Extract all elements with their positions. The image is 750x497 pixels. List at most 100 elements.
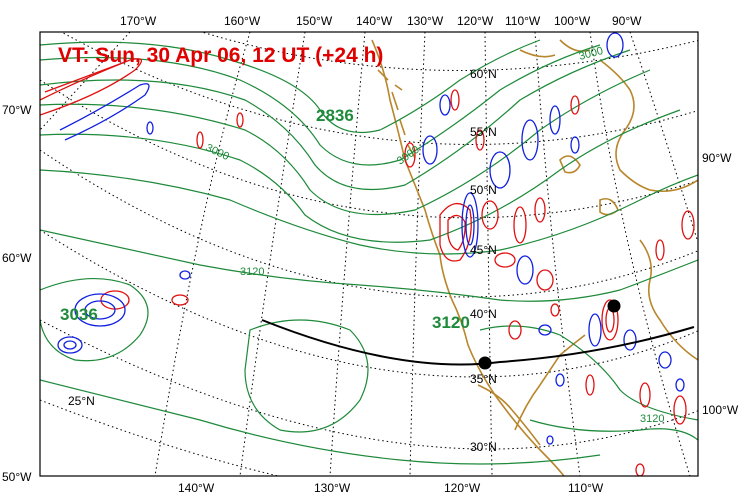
latitude-line — [40, 319, 698, 450]
height-contour — [40, 229, 698, 302]
longitude-labels-bottom: 140°W 130°W 120°W 110°W — [178, 481, 604, 495]
negative-contour — [623, 329, 637, 351]
meridian-line — [329, 32, 366, 476]
negative-contour — [439, 94, 451, 116]
negative-contour — [516, 255, 534, 285]
edge-label-right-100w: 100°W — [702, 403, 739, 417]
contour-label-3000: 3000 — [204, 142, 231, 163]
lon-label-top-160w: 160°W — [224, 14, 261, 28]
positive-contour — [639, 382, 651, 408]
coastline-baja — [477, 384, 541, 446]
positive-contour — [439, 203, 472, 262]
positive-contour — [513, 206, 527, 244]
height-labels: 2836 3036 3120 3000 3000 3000 3120 3120 — [60, 45, 664, 425]
positive-contour — [570, 95, 580, 115]
height-contour — [40, 109, 681, 243]
positive-contour — [475, 129, 485, 151]
height-contour — [40, 278, 149, 362]
coastline-hudson — [599, 59, 698, 193]
positive-contour — [508, 320, 522, 340]
negative-contour — [179, 270, 191, 280]
meridian-line — [154, 32, 251, 476]
positive-contour — [681, 210, 695, 240]
negative-contour — [675, 378, 685, 392]
latitude-line — [40, 149, 698, 298]
contour-label-3120: 3120 — [640, 413, 664, 425]
negative-contour — [465, 204, 475, 246]
positive-contour — [450, 89, 460, 111]
meridian-line — [534, 32, 581, 476]
meridian-line — [409, 32, 426, 476]
negative-contour — [461, 192, 479, 258]
edge-labels: 70°W 60°W 50°W 90°W 100°W — [2, 103, 739, 484]
positive-contour — [673, 395, 687, 425]
positive-contour — [44, 61, 126, 93]
negative-contour — [588, 313, 602, 347]
coastline-west — [371, 39, 566, 476]
positive-contours — [40, 58, 695, 476]
cross-section-point-east — [607, 299, 621, 313]
height-contour — [40, 39, 541, 134]
lat-label-30n: 30°N — [470, 440, 497, 454]
lat-label-45n: 45°N — [470, 243, 497, 257]
meridian-line — [589, 32, 691, 476]
lon-label-bottom-120w: 120°W — [444, 481, 481, 495]
coastline-gulf — [514, 334, 586, 431]
positive-contour — [196, 131, 204, 149]
edge-label-left-60w: 60°W — [2, 251, 32, 265]
positive-contour — [171, 294, 189, 306]
negative-contour — [521, 119, 539, 161]
positive-contour — [655, 239, 665, 261]
lon-label-bottom-110w: 110°W — [568, 481, 604, 495]
contour-label-3120: 3120 — [240, 266, 264, 278]
height-contour — [244, 319, 369, 433]
meridian-line — [484, 32, 493, 476]
lat-label-40n: 40°N — [470, 307, 497, 321]
positive-contour — [534, 197, 546, 223]
coastline — [371, 39, 698, 476]
lon-label-top-90w: 90°W — [612, 14, 642, 28]
negative-contour — [555, 373, 565, 387]
lat-label-25n: 25°N — [68, 394, 95, 408]
negative-contour — [63, 340, 77, 350]
lon-label-top-110w: 110°W — [505, 14, 541, 28]
positive-contour — [40, 58, 142, 116]
cross-section-line — [261, 319, 695, 366]
negative-contour — [538, 324, 552, 336]
cross-section-point-west — [478, 356, 492, 370]
negative-contour — [549, 105, 561, 135]
negative-contour — [422, 135, 438, 165]
longitude-labels-top: 170°W 160°W 150°W 140°W 130°W 120°W 110°… — [120, 14, 642, 28]
edge-label-right-90w: 90°W — [702, 151, 732, 165]
positive-contour — [635, 463, 645, 476]
height-label-center-high: 3120 — [432, 313, 470, 332]
map-frame — [39, 31, 699, 477]
negative-contour — [57, 336, 83, 354]
positive-contour — [601, 299, 619, 341]
lat-label-60n: 60°N — [470, 67, 497, 81]
positive-contour — [550, 303, 560, 317]
negative-contour — [489, 151, 511, 189]
height-contour — [40, 44, 601, 166]
contour-label-3000: 3000 — [395, 144, 422, 168]
lat-label-35n: 35°N — [470, 372, 497, 386]
meridian-line — [239, 32, 306, 476]
map-title: VT: Sun, 30 Apr 06, 12 UT (+24 h) — [58, 44, 383, 67]
height-contour — [40, 49, 631, 191]
lon-label-bottom-130w: 130°W — [314, 481, 351, 495]
positive-contour — [585, 374, 595, 396]
lon-label-top-120w: 120°W — [457, 14, 494, 28]
edge-label-left-50w: 50°W — [2, 470, 32, 484]
negative-contour — [74, 293, 126, 327]
latitude-line — [40, 229, 698, 378]
graticule-latitudes — [40, 32, 698, 476]
positive-contour — [494, 252, 516, 268]
height-contours — [40, 39, 698, 465]
height-contour — [529, 419, 698, 441]
lon-label-top-170w: 170°W — [120, 14, 157, 28]
negative-contour — [59, 83, 150, 141]
latitude-line — [60, 32, 698, 145]
latitude-line — [40, 79, 698, 219]
graticule-meridians — [40, 32, 698, 476]
